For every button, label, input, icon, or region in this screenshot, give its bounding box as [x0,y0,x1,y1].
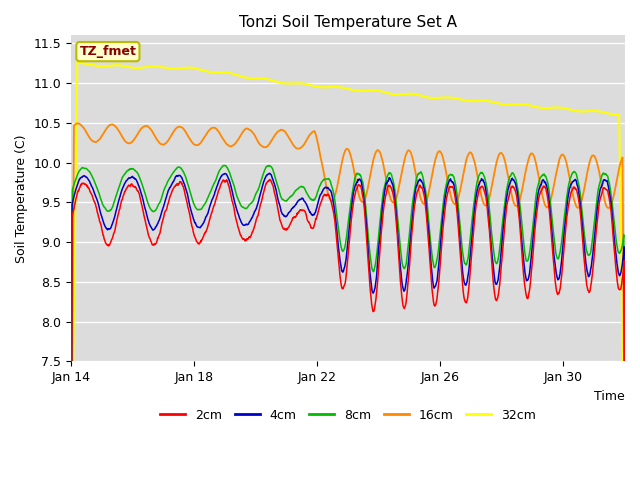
Title: Tonzi Soil Temperature Set A: Tonzi Soil Temperature Set A [239,15,457,30]
X-axis label: Time: Time [595,390,625,403]
Y-axis label: Soil Temperature (C): Soil Temperature (C) [15,134,28,263]
Text: TZ_fmet: TZ_fmet [79,45,136,58]
Legend: 2cm, 4cm, 8cm, 16cm, 32cm: 2cm, 4cm, 8cm, 16cm, 32cm [155,404,541,427]
